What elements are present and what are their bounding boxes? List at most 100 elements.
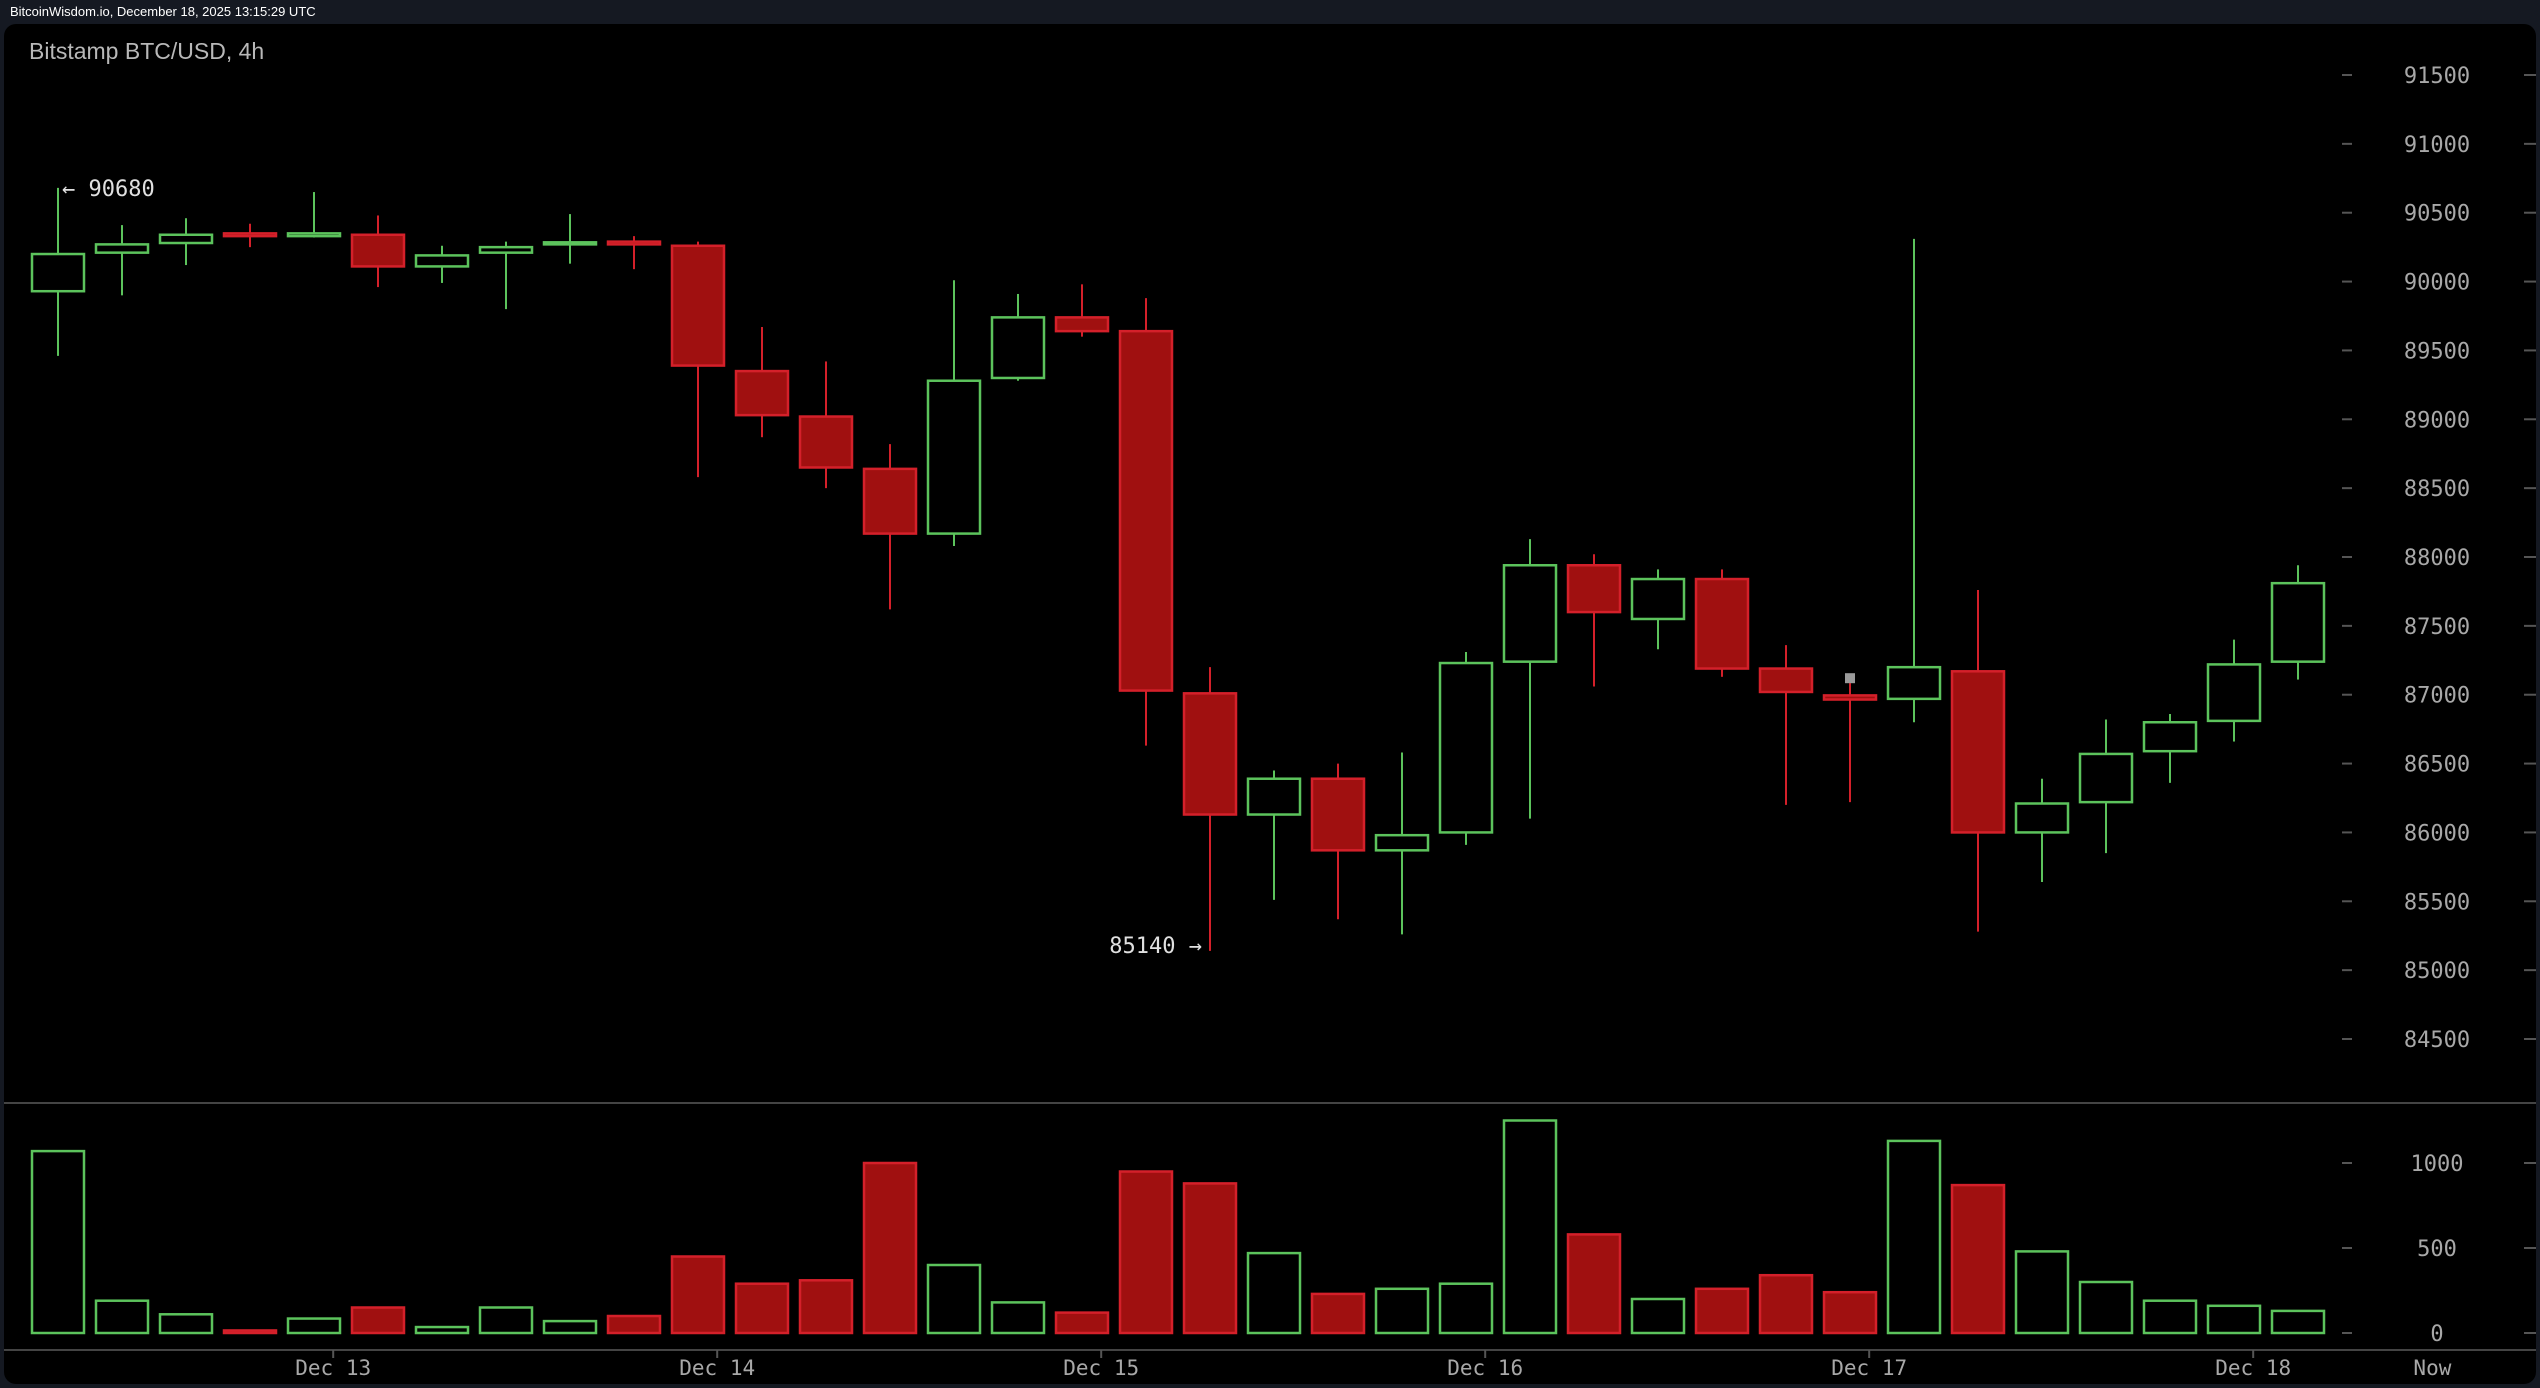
- volume-axis-label: 1000: [2411, 1152, 2464, 1177]
- price-axis-label: 90000: [2404, 271, 2470, 296]
- candle-body-up[interactable]: [1374, 833, 1430, 852]
- volume-bar-up[interactable]: [2206, 1304, 2262, 1335]
- volume-bar-up[interactable]: [1246, 1251, 1302, 1335]
- candle-body-up[interactable]: [1502, 564, 1558, 663]
- volume-bar-up[interactable]: [2270, 1309, 2326, 1335]
- volume-axis-label: 500: [2417, 1237, 2457, 1262]
- candle-body-down[interactable]: [1182, 692, 1238, 816]
- candle-body-up[interactable]: [158, 233, 214, 245]
- volume-bar-up[interactable]: [926, 1263, 982, 1335]
- volume-bar-up[interactable]: [2014, 1250, 2070, 1335]
- volume-bar-down[interactable]: [1310, 1292, 1366, 1335]
- volume-bar-down[interactable]: [1822, 1290, 1878, 1335]
- volume-bar-down[interactable]: [798, 1279, 854, 1335]
- volume-bar-down[interactable]: [670, 1255, 726, 1335]
- price-axis-label: 86500: [2404, 753, 2470, 778]
- candle-body-down[interactable]: [862, 467, 918, 535]
- volume-bar-up[interactable]: [2142, 1299, 2198, 1335]
- price-axis-label: 87000: [2404, 684, 2470, 709]
- chart-panel: Bitstamp BTC/USD, 4h 91500 91000 90500 9000…: [4, 24, 2536, 1384]
- volume-axis-label: 0: [2430, 1322, 2443, 1347]
- price-axis-label: 87500: [2404, 615, 2470, 640]
- volume-bar-down[interactable]: [862, 1161, 918, 1335]
- price-axis-label: 89500: [2404, 339, 2470, 364]
- candle-body-down[interactable]: [1310, 777, 1366, 852]
- candle-body-down[interactable]: [1758, 667, 1814, 694]
- candle-body-down[interactable]: [1822, 694, 1878, 701]
- volume-bar-up[interactable]: [2078, 1280, 2134, 1335]
- timestamp-header: BitcoinWisdom.io, December 18, 2025 13:1…: [10, 4, 316, 19]
- candle-body-up[interactable]: [1246, 777, 1302, 816]
- candle-body-up[interactable]: [414, 254, 470, 268]
- volume-bar-up[interactable]: [286, 1317, 342, 1335]
- candle-body-down[interactable]: [222, 232, 278, 238]
- volume-bar-up[interactable]: [1886, 1139, 1942, 1335]
- date-axis-label: Dec 13: [295, 1356, 371, 1380]
- price-axis-label: 91500: [2404, 64, 2470, 89]
- volume-bar-up[interactable]: [1438, 1282, 1494, 1335]
- candle-body-up[interactable]: [2142, 721, 2198, 753]
- candle-body-up[interactable]: [926, 379, 982, 535]
- price-axis-label: 88000: [2404, 546, 2470, 571]
- date-axis-label: Dec 15: [1063, 1356, 1139, 1380]
- candle-body-down[interactable]: [350, 233, 406, 268]
- top-bar: BitcoinWisdom.io, December 18, 2025 13:1…: [0, 0, 2540, 24]
- candle-body-down[interactable]: [1118, 329, 1174, 692]
- candle-body-up[interactable]: [478, 245, 534, 254]
- candle-body-up[interactable]: [1630, 577, 1686, 621]
- volume-bar-up[interactable]: [542, 1319, 598, 1335]
- candle-body-up[interactable]: [1438, 661, 1494, 834]
- date-axis-label: Now: [2413, 1356, 2451, 1380]
- candle-body-down[interactable]: [670, 244, 726, 367]
- candle-body-up[interactable]: [542, 241, 598, 246]
- chart-title: Bitstamp BTC/USD, 4h: [29, 38, 265, 64]
- price-axis-label: 86000: [2404, 821, 2470, 846]
- date-axis-label: Dec 16: [1447, 1356, 1523, 1380]
- candle-body-down[interactable]: [606, 240, 662, 246]
- candle-body-up[interactable]: [2014, 802, 2070, 834]
- volume-bar-up[interactable]: [990, 1301, 1046, 1335]
- candle-body-up[interactable]: [94, 243, 150, 254]
- candle-body-up[interactable]: [286, 232, 342, 238]
- volume-bar-down[interactable]: [734, 1282, 790, 1335]
- volume-bar-down[interactable]: [1566, 1233, 1622, 1335]
- volume-bar-down[interactable]: [1950, 1183, 2006, 1335]
- volume-bar-up[interactable]: [30, 1149, 86, 1335]
- last-trade-marker: [1845, 673, 1855, 684]
- volume-bar-up[interactable]: [1502, 1119, 1558, 1335]
- candle-body-down[interactable]: [1566, 564, 1622, 614]
- price-axis-label: 85500: [2404, 890, 2470, 915]
- volume-bar-down[interactable]: [1182, 1182, 1238, 1335]
- volume-bar-down[interactable]: [606, 1314, 662, 1335]
- candle-body-down[interactable]: [1950, 670, 2006, 834]
- volume-bar-up[interactable]: [1374, 1287, 1430, 1335]
- volume-bar-down[interactable]: [1694, 1287, 1750, 1335]
- candle-body-down[interactable]: [734, 369, 790, 417]
- price-axis-label: 88500: [2404, 477, 2470, 502]
- volume-bar-up[interactable]: [158, 1313, 214, 1335]
- candle-body-down[interactable]: [798, 415, 854, 469]
- price-axis-label: 91000: [2404, 133, 2470, 158]
- date-axis-label: Dec 17: [1831, 1356, 1907, 1380]
- date-axis-label: Dec 18: [2215, 1356, 2291, 1380]
- volume-bar-up[interactable]: [94, 1299, 150, 1335]
- candle-body-up[interactable]: [30, 252, 86, 293]
- volume-bar-down[interactable]: [350, 1306, 406, 1335]
- price-axis-label: 84500: [2404, 1028, 2470, 1053]
- candle-body-up[interactable]: [2206, 663, 2262, 723]
- volume-bar-down[interactable]: [1054, 1311, 1110, 1335]
- candle-body-up[interactable]: [2078, 752, 2134, 804]
- volume-bar-down[interactable]: [1758, 1273, 1814, 1335]
- candle-body-down[interactable]: [1694, 577, 1750, 670]
- candle-body-down[interactable]: [1054, 316, 1110, 333]
- candlestick-chart[interactable]: 91500 91000 90500 90000 89500 89000 88500 88000…: [4, 24, 2536, 1384]
- candle-body-up[interactable]: [990, 316, 1046, 380]
- date-axis-label: Dec 14: [679, 1356, 755, 1380]
- candle-body-up[interactable]: [1886, 665, 1942, 701]
- volume-bar-up[interactable]: [478, 1306, 534, 1335]
- volume-bar-down[interactable]: [222, 1329, 278, 1335]
- candle-body-up[interactable]: [2270, 581, 2326, 663]
- volume-bar-down[interactable]: [1118, 1170, 1174, 1335]
- volume-bar-up[interactable]: [414, 1325, 470, 1335]
- volume-bar-up[interactable]: [1630, 1297, 1686, 1335]
